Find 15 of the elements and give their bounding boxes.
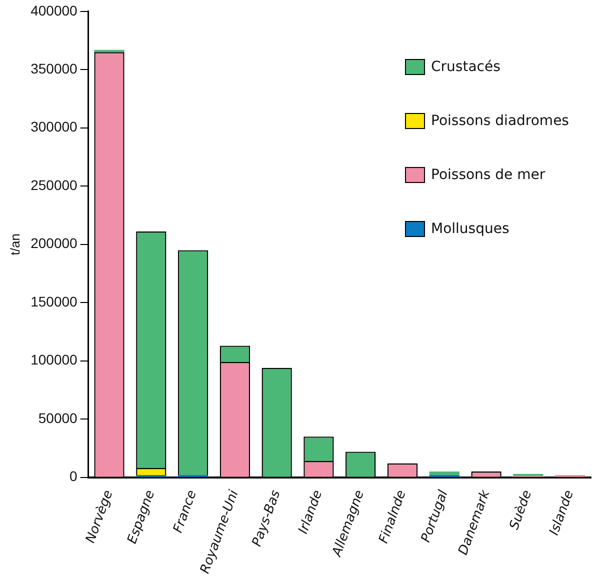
legend-label: Poissons diadromes bbox=[431, 113, 569, 129]
y-tick-label: 350000 bbox=[30, 60, 78, 76]
y-tick-label: 0 bbox=[70, 468, 78, 484]
legend-label: Crustacés bbox=[431, 59, 500, 75]
y-tick-label: 200000 bbox=[30, 235, 78, 252]
legend-label: Poissons de mer bbox=[431, 167, 546, 183]
y-tick-label: 250000 bbox=[30, 176, 78, 193]
y-tick-label: 400000 bbox=[30, 2, 78, 18]
x-tick-label: Suède bbox=[507, 488, 536, 532]
y-tick-label: 300000 bbox=[30, 118, 78, 135]
legend-label: Mollusques bbox=[431, 221, 510, 237]
y-tick-label: 150000 bbox=[30, 293, 78, 310]
y-axis-title: t/an bbox=[7, 234, 22, 256]
y-tick-label: 50000 bbox=[38, 410, 78, 426]
y-tick-label: 100000 bbox=[30, 352, 78, 368]
